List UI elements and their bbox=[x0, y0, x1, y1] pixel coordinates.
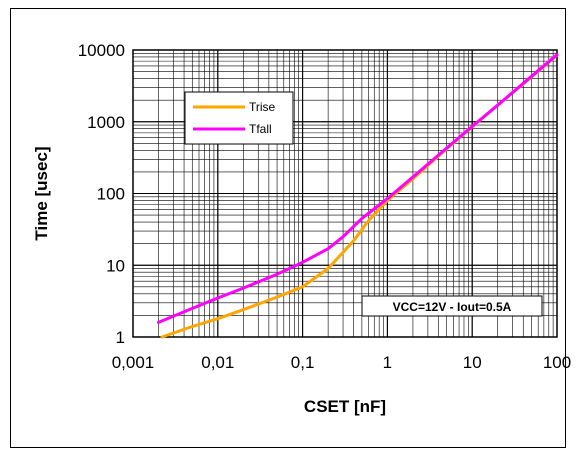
legend-box bbox=[184, 91, 294, 145]
annotation: VCC=12V - Iout=0.5A bbox=[361, 295, 543, 317]
x-tick-label: 10 bbox=[463, 353, 482, 372]
y-axis-title: Time [usec] bbox=[32, 146, 51, 240]
y-tick-label: 100 bbox=[97, 185, 125, 204]
x-tick-label: 0,01 bbox=[201, 353, 234, 372]
legend: Trise Tfall bbox=[184, 91, 294, 145]
legend-label-tfall: Tfall bbox=[249, 122, 272, 136]
plot-area bbox=[132, 49, 558, 338]
x-tick-label: 0,001 bbox=[112, 353, 155, 372]
y-axis-ticks: 1 10 100 1000 10000 bbox=[78, 41, 125, 347]
y-tick-label: 10000 bbox=[78, 41, 125, 60]
annotation-box bbox=[361, 295, 543, 317]
x-axis-title: CSET [nF] bbox=[304, 397, 386, 416]
series-line-tfall bbox=[157, 53, 559, 324]
y-tick-label: 1000 bbox=[87, 113, 125, 132]
x-tick-label: 100 bbox=[543, 353, 571, 372]
y-tick-label: 1 bbox=[116, 328, 125, 347]
x-tick-label: 1 bbox=[383, 353, 392, 372]
annotation-text: VCC=12V - Iout=0.5A bbox=[393, 300, 512, 314]
x-axis-ticks: 0,001 0,01 0,1 1 10 100 bbox=[112, 353, 571, 372]
x-tick-label: 0,1 bbox=[291, 353, 315, 372]
chart-frame bbox=[10, 8, 566, 448]
legend-label-trise: Trise bbox=[249, 100, 276, 114]
y-tick-label: 10 bbox=[106, 256, 125, 275]
series-layer bbox=[157, 53, 559, 339]
